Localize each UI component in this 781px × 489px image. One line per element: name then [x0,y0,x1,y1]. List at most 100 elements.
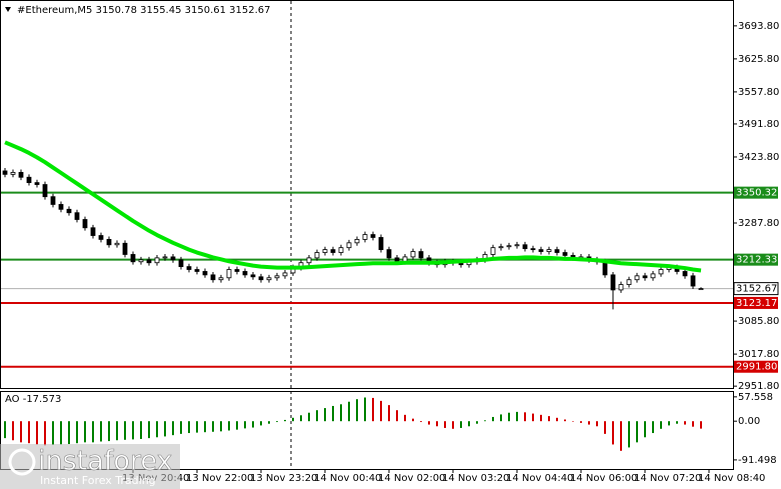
candle-body [658,269,664,275]
candle-body [626,279,632,285]
ao-bar [12,421,14,441]
x-tick-label: 14 Nov 07:20 [634,473,701,484]
candle-body [162,256,168,259]
candle-body [354,239,360,244]
ao-bar [428,421,430,425]
ao-bar [700,421,702,429]
ao-bar [196,421,198,433]
candle-body [650,273,656,279]
candle-body [610,274,616,291]
x-tick-label: 13 Nov 22:00 [186,473,253,484]
candle-body [346,242,352,249]
ao-bar [44,421,46,446]
ao-bar [580,421,582,423]
ao-bar [332,405,334,422]
ao-bar [212,421,214,432]
candle-body [2,170,8,175]
level-box [734,296,778,309]
ao-bar [692,421,694,427]
candle-body [418,251,424,259]
ao-bar [452,421,454,429]
candle-body [114,242,120,246]
candle-body [266,277,272,281]
ao-bar [308,412,310,422]
candle-body [82,219,88,229]
candle-body [210,274,216,281]
ao-bar [628,421,630,448]
ao-bar [396,410,398,422]
candle-body [498,246,504,249]
candle-body [490,247,496,255]
candle-body [242,271,248,276]
candle-body [338,247,344,253]
level-label: 3212.33 [736,255,777,266]
ao-bar [540,414,542,422]
ao-bar [100,421,102,442]
ao-bar [276,421,278,423]
ao-bar [564,419,566,422]
candle-body [18,172,24,178]
ao-tick-label: 0.00 [738,416,760,427]
ao-bar [460,421,462,428]
ao-bar [228,421,230,431]
ao-bar [204,421,206,433]
watermark-tagline: Instant Forex Trading [40,474,156,487]
ao-bar [684,421,686,425]
level-box [734,360,778,373]
ao-bar [148,421,150,439]
candle-body [218,277,224,281]
ao-bar [468,421,470,427]
candle-body [506,245,512,248]
y-tick-label: 2951.80 [738,381,779,392]
ao-bar [52,421,54,445]
y-tick-label: 3017.80 [738,349,779,360]
ao-bar [596,421,598,427]
ao-bar [284,419,286,422]
watermark: instaforex Instant Forex Trading [0,444,180,489]
candle-body [26,176,32,184]
ao-bar [412,418,414,422]
candle-body [362,234,368,240]
ao-bar [420,421,422,423]
candle-body [602,261,608,276]
candle-body [226,269,232,279]
ao-bar [108,421,110,442]
chart-header: #Ethereum,M5 3150.78 3155.45 3150.61 315… [17,5,271,16]
x-tick-label: 14 Nov 03:20 [442,473,509,484]
ao-bar [676,421,678,424]
candle-body [154,257,160,264]
level-box [734,186,778,199]
x-tick-label: 14 Nov 06:00 [570,473,637,484]
candle-body [618,284,624,291]
ao-bar [140,421,142,439]
ao-bar [68,421,70,445]
ao-bar [124,421,126,440]
ao-bar [572,421,574,422]
y-tick-label: 3625.80 [738,54,779,65]
ao-bar [76,421,78,444]
ao-bar [164,421,166,437]
candle-body [66,208,72,214]
y-tick-label: 3693.80 [738,21,779,32]
ao-bar [180,421,182,434]
x-tick-label: 13 Nov 23:20 [250,473,317,484]
ao-bar [268,421,270,424]
ao-bar [356,399,358,422]
candle-body [370,234,376,238]
candle-body [378,237,384,251]
candle-body [178,259,184,268]
ao-bar [292,417,294,422]
ao-bar [188,421,190,434]
ao-bar [444,421,446,428]
ao-bar [508,412,510,422]
ao-bar [300,415,302,422]
ao-bar [28,421,30,444]
ao-bar [380,400,382,422]
ao-bar [660,421,662,429]
x-tick-label: 14 Nov 04:40 [506,473,573,484]
candle-body [42,184,48,198]
price-panel [0,0,734,389]
candle-body [130,254,136,263]
ao-bar [260,421,262,426]
